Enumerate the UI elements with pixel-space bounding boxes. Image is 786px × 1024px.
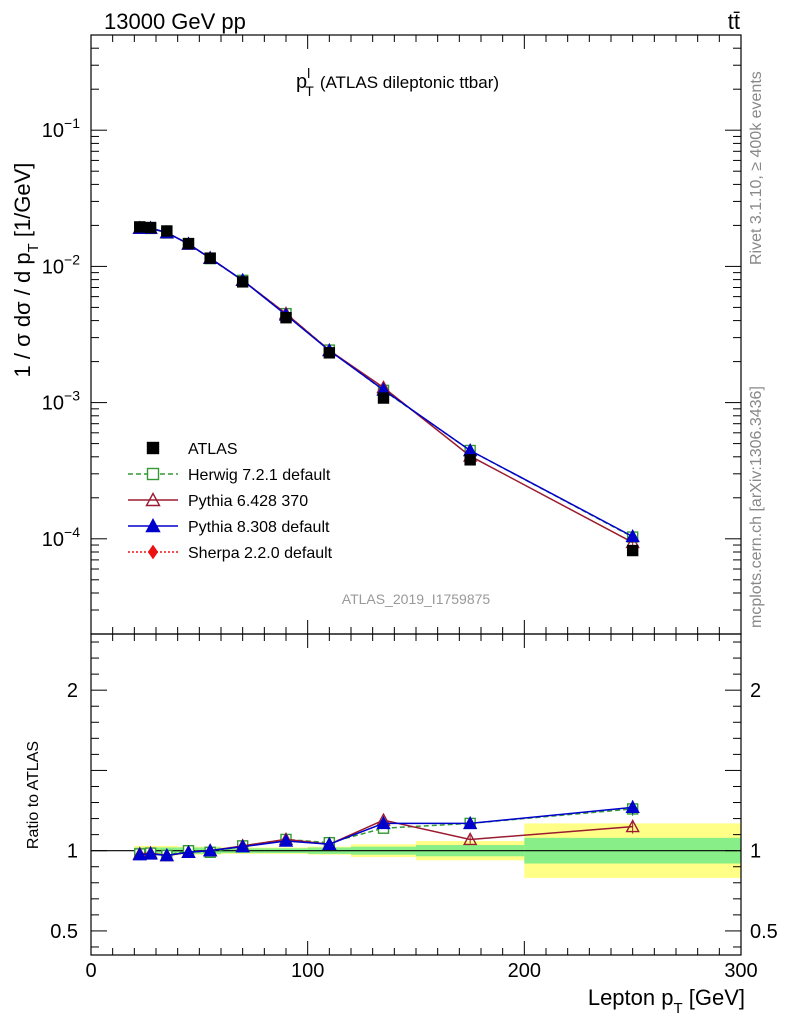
ratio-data-point (235, 839, 250, 853)
ratio-data-point (322, 836, 337, 850)
ratio-y-tick-label-right: 2 (750, 680, 761, 702)
legend-marker (147, 544, 159, 560)
main-y-tick-label: 10−3 (42, 388, 80, 415)
main-data-point (236, 276, 249, 288)
legend-label: Herwig 7.2.1 default (188, 467, 331, 484)
ratio-y-tick-label-right: 0.5 (750, 921, 778, 943)
x-tick-label: 100 (291, 960, 324, 982)
ratio-data-point (278, 833, 294, 847)
ratio-data-point (462, 815, 478, 830)
main-data-point (323, 347, 336, 359)
legend-label: Pythia 6.428 370 (188, 493, 308, 510)
main-data-point (280, 312, 292, 324)
main-series-line (139, 227, 634, 538)
main-y-tick-label: 10−1 (42, 115, 80, 142)
ratio-y-axis-label: Ratio to ATLAS (25, 741, 42, 849)
main-y-axis-label: 1 / σ dσ / d pT [1/GeV] (10, 163, 42, 378)
main-title: pl T (ATLAS dileptonic ttbar) (296, 65, 499, 99)
ratio-data-point (462, 831, 478, 846)
main-data-point (377, 392, 390, 404)
ratio-data-point (202, 843, 218, 857)
ratio-data-point (625, 799, 640, 814)
ratio-y-tick-label: 2 (67, 680, 78, 702)
main-data-point (625, 529, 640, 543)
ratio-data-point (143, 846, 158, 860)
legend-label: Pythia 8.308 default (188, 519, 330, 536)
ratio-data-point (376, 815, 391, 830)
main-data-point (204, 252, 216, 264)
x-tick-label: 200 (508, 960, 541, 982)
ratio-y-tick-label: 1 (67, 841, 78, 863)
ratio-data-point (132, 847, 147, 861)
main-data-point (182, 237, 195, 250)
main-panel: 10−1 10−2 10−3 10−4 pl T (ATLAS dileptonic tt… (10, 34, 742, 635)
main-data-point (144, 221, 157, 234)
header-right-label: tt̄ (728, 9, 740, 34)
header-left-label: 13000 GeV pp (104, 9, 246, 34)
legend: ATLAS Herwig 7.2.1 default Pythia 6.428 37… (128, 441, 333, 562)
x-axis-label: Lepton pT [GeV] (588, 985, 745, 1017)
legend-label: ATLAS (188, 441, 238, 458)
main-watermark: ATLAS_2019_I1759875 (342, 591, 491, 607)
ratio-frame (90, 633, 742, 956)
main-series-line (139, 227, 634, 538)
legend-marker (146, 467, 160, 481)
ratio-data-point (625, 819, 640, 833)
ratio-panel: 0 100 200 300 0.5 0.5 1 1 2 2 Ratio to ATLAS Lept… (25, 633, 778, 1017)
ratio-y-tick-label: 0.5 (50, 921, 78, 943)
main-data-point (464, 454, 476, 466)
legend-marker (145, 492, 161, 507)
main-data-point (161, 225, 173, 237)
main-data-point (626, 544, 639, 557)
ratio-data-point (159, 848, 175, 862)
rivet-label: Rivet 3.1.10, ≥ 400k events (748, 71, 765, 265)
main-data-point (134, 221, 146, 233)
x-tick-label: 300 (724, 960, 757, 982)
ratio-y-tick-label-right: 1 (750, 841, 761, 863)
legend-marker (146, 441, 160, 455)
mcplots-label: mcplots.cern.ch [arXiv:1306.3436] (748, 386, 765, 628)
x-tick-label: 0 (85, 960, 96, 982)
main-y-tick-label: 10−4 (42, 524, 80, 551)
main-y-tick-label: 10−2 (42, 251, 80, 278)
legend-label: Sherpa 2.2.0 default (188, 545, 333, 562)
ratio-data-point (181, 844, 196, 858)
legend-marker (145, 518, 161, 533)
